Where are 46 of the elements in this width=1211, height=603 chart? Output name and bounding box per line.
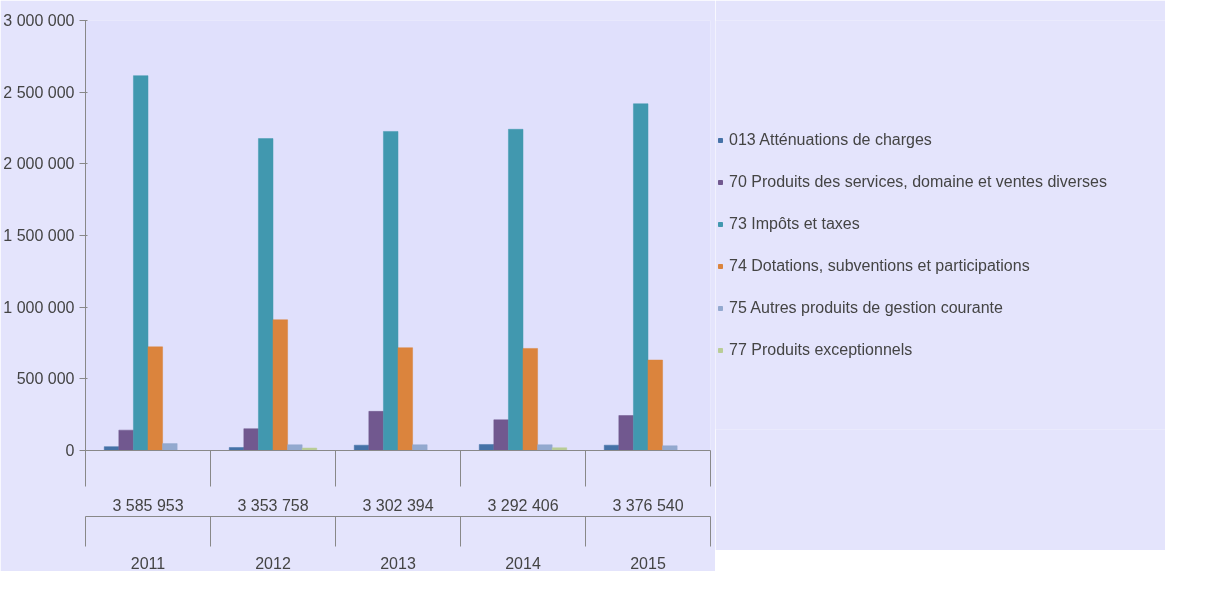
text: 3 353 758 [237,496,309,514]
text: 3 292 406 [487,496,559,514]
x-tick-label: 2011 [130,554,166,572]
y-tick-label: 0 [65,442,75,459]
x-tick-label: 2012 [255,554,291,572]
x-tick-label: 2013 [380,554,416,572]
bar [633,103,649,451]
y-tick-label: 500 000 [16,370,75,388]
legend-label: 77 Produits exceptionnels [729,341,913,359]
text: 3 585 953 [112,496,184,514]
bar [368,411,384,451]
bar [104,446,120,451]
bar [272,319,288,451]
bar [522,348,538,451]
legend-label: 013 Atténuations de charges [729,131,932,149]
bar [508,129,524,451]
bar [537,444,553,451]
y-tick-label: 3 000 000 [3,12,75,29]
text: 3 376 540 [612,496,684,514]
bar [133,75,149,451]
bar [493,419,509,451]
bar [287,444,303,451]
bar [118,429,134,451]
bar [647,359,663,451]
text: 3 302 394 [362,496,434,514]
bar [662,445,678,451]
bar [162,443,178,451]
y-tick-label: 1 000 000 [3,298,75,316]
legend-label: 70 Produits des services, domaine et ventes diverses [729,173,1107,191]
y-tick-label: 1 500 000 [3,227,75,244]
bar [412,444,428,451]
bar [383,131,399,451]
y-tick-label: 2 000 000 [3,155,75,173]
legend-label: 75 Autres produits de gestion courante [729,299,1003,317]
bar [243,428,259,451]
x-tick-label: 2014 [505,554,541,572]
bar [551,447,567,451]
bar [397,347,413,451]
x-tick-label: 2015 [630,554,666,572]
y-tick-label: 2 500 000 [3,83,75,101]
legend-label: 73 Impôts et taxes [729,215,860,233]
legend-label: 74 Dotations, subventions et participations [729,257,1030,275]
bar [618,415,634,451]
bar [147,346,163,451]
bar [301,447,317,451]
bar [258,138,274,451]
